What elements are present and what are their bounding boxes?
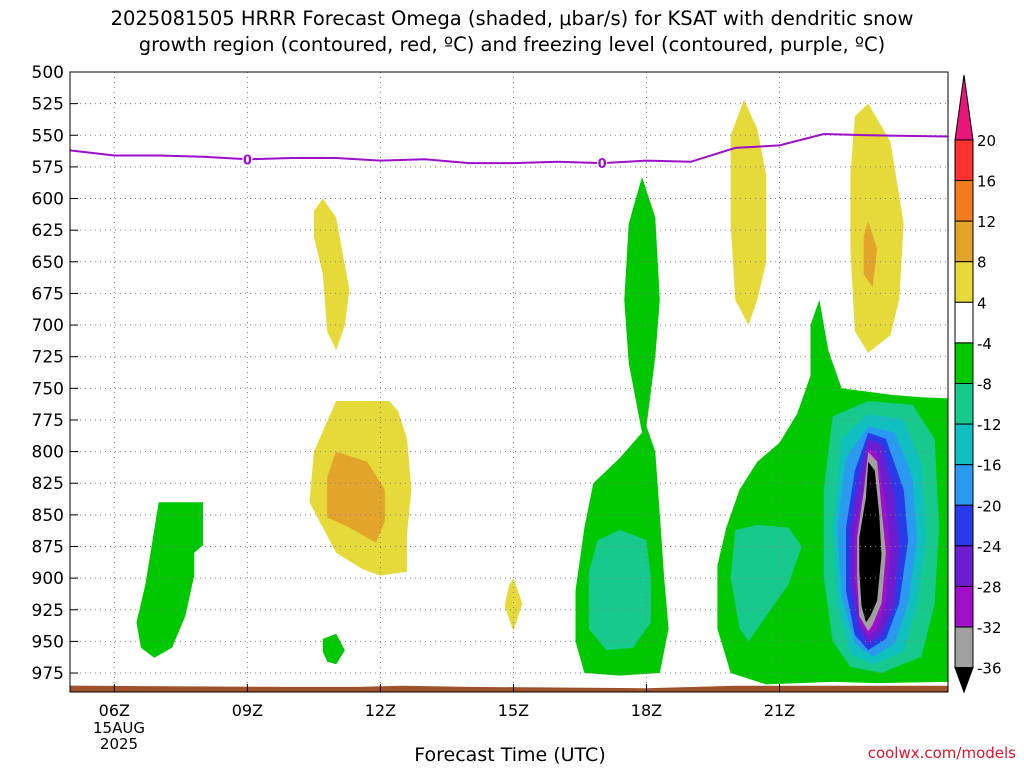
colorbar-bin-5 [954, 301, 974, 344]
x-axis-label: Forecast Time (UTC) [414, 744, 606, 766]
y-tick-label-850: 850 [32, 506, 64, 526]
y-tick-label-700: 700 [32, 316, 64, 336]
omega-region-4 [327, 451, 385, 543]
freezing-level-line [69, 132, 949, 165]
colorbar-bin-10 [954, 504, 974, 547]
y-tick-label-750: 750 [32, 379, 64, 399]
date-year: 2025 [99, 735, 139, 753]
colorbar-bin-4 [954, 261, 974, 303]
omega-region-0 [136, 502, 203, 658]
colorbar-bin-11 [954, 545, 974, 587]
start-date-label: 15AUG 2025 [84, 720, 154, 752]
omega-region-8 [730, 99, 767, 326]
freezing-label-bg-1 [597, 155, 608, 171]
freezing-label-bg-0 [242, 151, 253, 167]
credit-link[interactable]: coolwx.com/models [867, 744, 1016, 762]
axes: 500 525 550 575 600 625 650 675 700 725 750 775 800 8… [32, 63, 949, 720]
colorbar-bin-9 [954, 464, 974, 506]
x-tick-label-21Z: 21Z [764, 701, 795, 720]
omega-region-10 [863, 221, 878, 288]
y-tick-label-875: 875 [32, 537, 64, 557]
colorbar-tick-6: -8 [977, 376, 992, 394]
colorbar-bin-6 [954, 342, 974, 385]
y-tick-label-825: 825 [32, 474, 64, 494]
colorbar-tick-11: -28 [977, 578, 1002, 596]
colorbar-tick-10: -24 [977, 538, 1002, 556]
title-line-1: 2025081505 HRRR Forecast Omega (shaded, … [110, 7, 914, 30]
omega-region-7 [588, 530, 651, 651]
freezing-level-label-1: 0 [598, 157, 607, 172]
y-tick-label-900: 900 [32, 569, 64, 589]
colorbar-tick-0: 20 [977, 132, 996, 150]
colorbar-bin-13 [954, 626, 974, 669]
colorbar-tick-5: -4 [977, 335, 992, 353]
y-tick-label-525: 525 [32, 95, 64, 115]
y-tick-label-550: 550 [32, 126, 64, 146]
freezing-level-label-0: 0 [243, 153, 252, 168]
colorbar-bin-8 [954, 423, 974, 466]
colorbar-tick-1: 16 [977, 173, 996, 191]
colorbar-tick-12: -32 [977, 619, 1002, 637]
y-tick-label-950: 950 [32, 632, 64, 652]
omega-region-1 [322, 633, 345, 665]
colorbar-bin-2 [954, 180, 974, 222]
colorbar-tick-8: -16 [977, 457, 1002, 475]
x-tick-label-09Z: 09Z [232, 701, 263, 720]
y-tick-label-625: 625 [32, 221, 64, 241]
x-tick-label-12Z: 12Z [365, 701, 396, 720]
date-day: 15AUG [93, 719, 145, 737]
y-tick-label-800: 800 [32, 443, 64, 463]
x-tick-label-18Z: 18Z [631, 701, 662, 720]
grid-lines [70, 71, 948, 692]
y-tick-label-925: 925 [32, 601, 64, 621]
omega-region-12 [730, 525, 802, 642]
ground-fill [70, 685, 948, 692]
colorbar-tick-9: -20 [977, 497, 1002, 515]
omega-region-9 [850, 103, 904, 353]
ground-layer [70, 685, 948, 692]
y-tick-label-600: 600 [32, 190, 64, 210]
y-tick-label-650: 650 [32, 253, 64, 273]
y-tick-label-575: 575 [32, 158, 64, 178]
x-tick-label-15Z: 15Z [498, 701, 529, 720]
colorbar-bin-0 [954, 74, 974, 141]
omega-shading [70, 72, 948, 692]
colorbar-bin-1 [954, 139, 974, 182]
colorbar-tick-3: 8 [977, 254, 987, 272]
y-tick-label-500: 500 [32, 63, 64, 83]
colorbar-tick-7: -12 [977, 416, 1002, 434]
x-tick-label-06Z: 06Z [99, 701, 130, 720]
y-tick-label-775: 775 [32, 411, 64, 431]
title-line-2: growth region (contoured, red, ºC) and f… [138, 33, 886, 56]
y-tick-label-975: 975 [32, 664, 64, 684]
colorbar-tick-13: -36 [977, 660, 1002, 678]
colorbar-bin-7 [954, 383, 974, 425]
colorbar-bin-3 [954, 220, 974, 263]
colorbar: 20 16 12 8 4 -4 -8 -12 -16 -20 -24 -28 -32 -36 [954, 74, 1002, 694]
colorbar-bin-14 [954, 667, 974, 694]
chart-title: 2025081505 HRRR Forecast Omega (shaded, … [0, 6, 1024, 58]
y-tick-label-725: 725 [32, 348, 64, 368]
y-tick-label-675: 675 [32, 284, 64, 304]
plot-frame [69, 71, 949, 693]
omega-region-20 [859, 461, 882, 623]
colorbar-bin-12 [954, 585, 974, 628]
colorbar-tick-2: 12 [977, 213, 996, 231]
omega-region-5 [504, 578, 523, 632]
colorbar-tick-4: 4 [977, 294, 987, 312]
omega-region-2 [313, 198, 350, 351]
